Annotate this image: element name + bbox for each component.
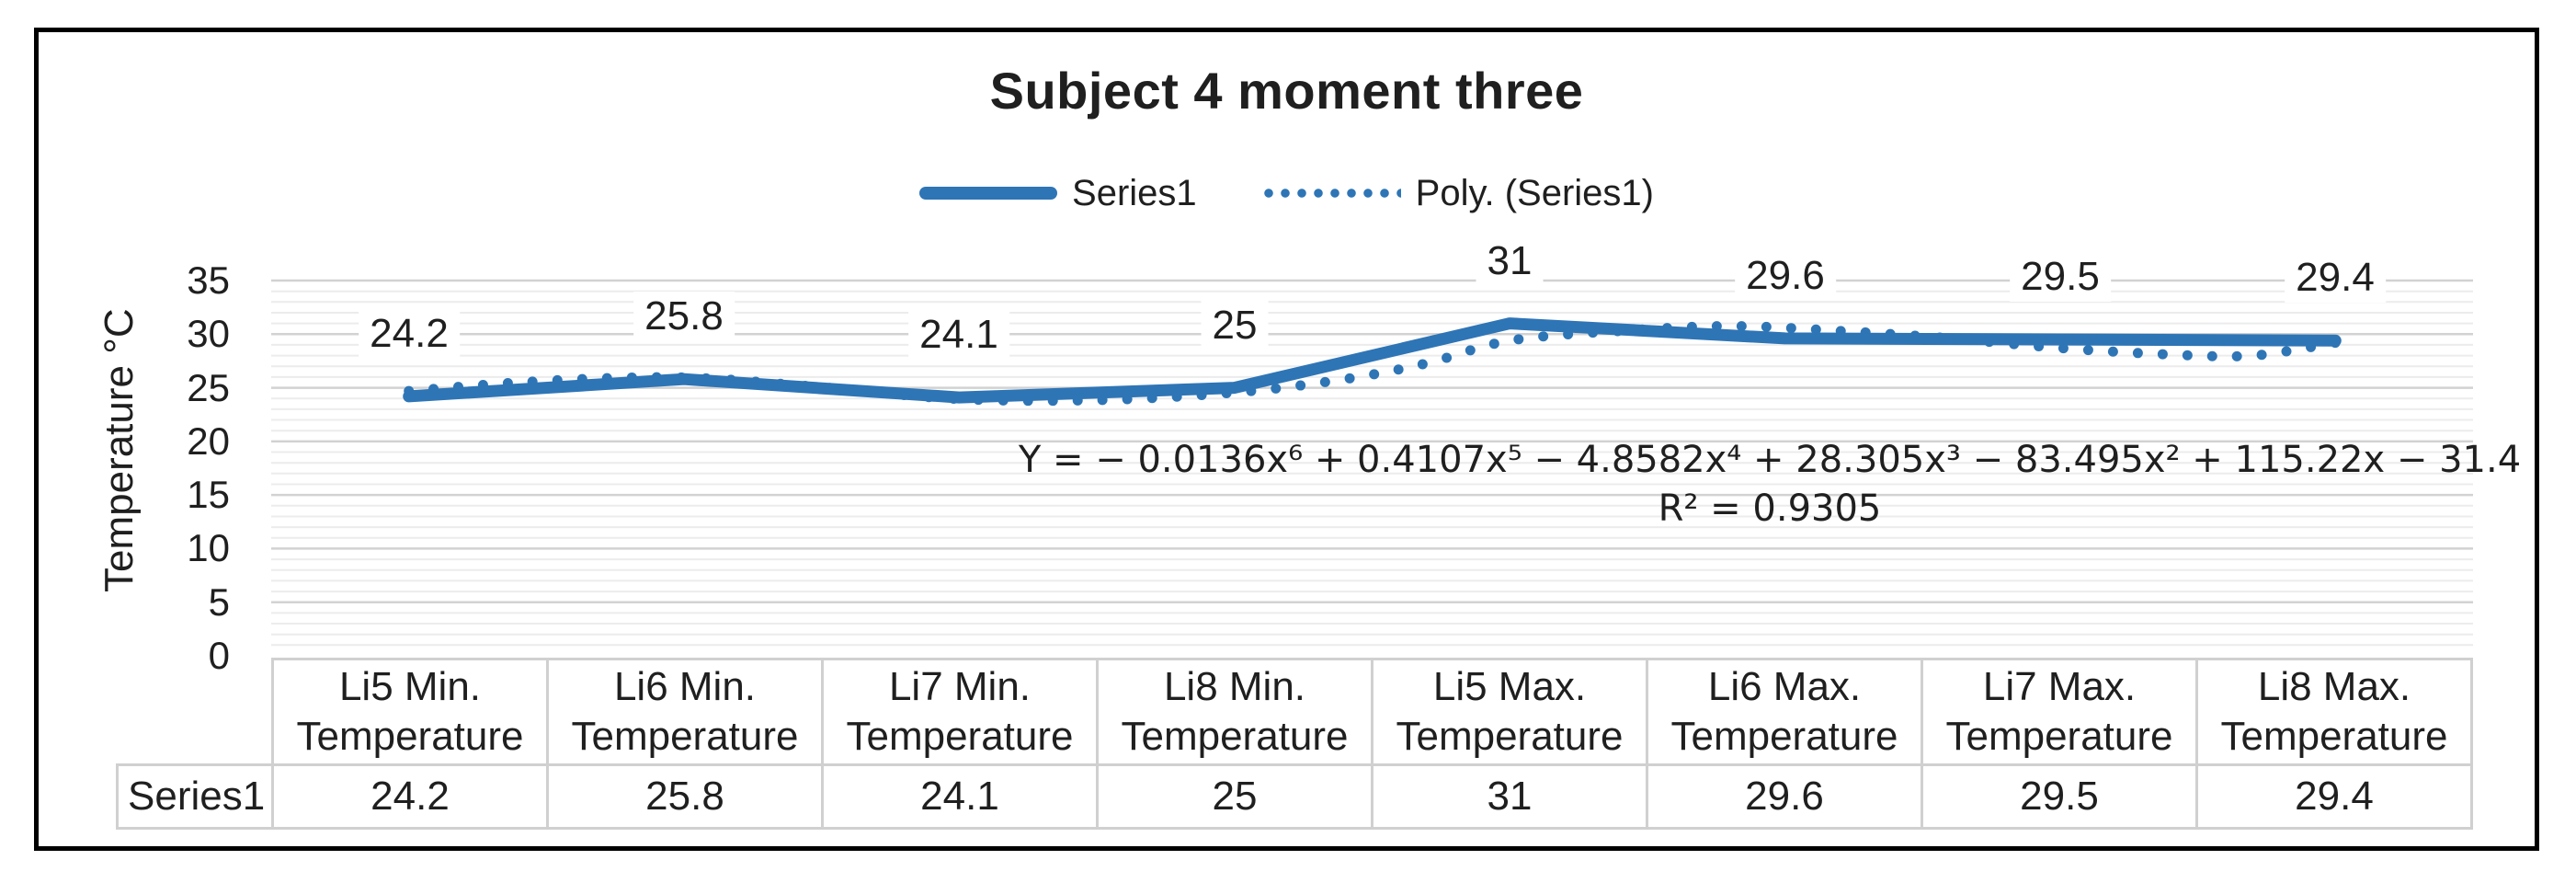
category-header-cell: Li8 Max. Temperature (2195, 658, 2473, 766)
legend-item-poly[interactable]: Poly. (Series1) (1262, 172, 1654, 214)
category-header-cell: Li5 Min. Temperature (271, 658, 549, 766)
value-cell: 31 (1371, 763, 1648, 830)
y-tick-label: 15 (187, 473, 230, 516)
series-row-label: Series1 (116, 763, 274, 830)
trendline-dots-swatch-icon (1262, 188, 1401, 199)
data-label: 29.4 (2285, 253, 2386, 303)
value-cell: 25 (1096, 763, 1373, 830)
legend-label-series1: Series1 (1072, 172, 1197, 213)
legend: Series1 Poly. (Series1) (34, 169, 2539, 217)
value-cell: 24.2 (271, 763, 549, 830)
series-line-swatch-icon (919, 187, 1058, 200)
table-corner-cell (118, 659, 273, 765)
data-label: 24.1 (908, 310, 1009, 360)
series-line[interactable] (403, 317, 2342, 404)
value-cell: 24.1 (821, 763, 1099, 830)
trendline-r2: R² = 0.9305 (1658, 487, 1882, 530)
legend-label-poly: Poly. (Series1) (1415, 172, 1654, 213)
data-label: 31 (1476, 236, 1544, 286)
y-tick-label: 20 (187, 419, 230, 463)
y-tick-label: 25 (187, 366, 230, 409)
data-label: 25 (1201, 301, 1269, 350)
value-cell: 29.6 (1646, 763, 1923, 830)
trendline-annotation: Y = − 0.0136x⁶ + 0.4107x⁵ − 4.8582x⁴ + 2… (1019, 436, 2521, 533)
y-tick-label: 10 (187, 526, 230, 569)
data-label: 29.5 (2010, 252, 2111, 302)
category-header-cell: Li5 Max. Temperature (1371, 658, 1648, 766)
y-tick-label: 30 (187, 312, 230, 355)
chart-title: Subject 4 moment three (989, 62, 1584, 120)
category-header-cell: Li6 Max. Temperature (1646, 658, 1923, 766)
category-header-cell: Li7 Min. Temperature (821, 658, 1099, 766)
data-label: 25.8 (633, 292, 735, 341)
data-label: 29.6 (1735, 251, 1836, 301)
value-cell: 29.5 (1921, 763, 2198, 830)
y-tick-label: 35 (187, 258, 230, 302)
y-tick-label: 0 (208, 634, 230, 677)
value-cell: 25.8 (546, 763, 824, 830)
category-header-cell: Li8 Min. Temperature (1096, 658, 1373, 766)
y-tick-label: 5 (208, 580, 230, 624)
data-label: 24.2 (359, 309, 460, 359)
legend-item-series1[interactable]: Series1 (919, 173, 1197, 214)
category-header-cell: Li6 Min. Temperature (546, 658, 824, 766)
category-header-cell: Li7 Max. Temperature (1921, 658, 2198, 766)
data-table: Li5 Min. Temperature Li6 Min. Temperature… (116, 658, 2473, 830)
trendline-equation: Y = − 0.0136x⁶ + 0.4107x⁵ − 4.8582x⁴ + 2… (1018, 439, 2522, 481)
value-cell: 29.4 (2195, 763, 2473, 830)
